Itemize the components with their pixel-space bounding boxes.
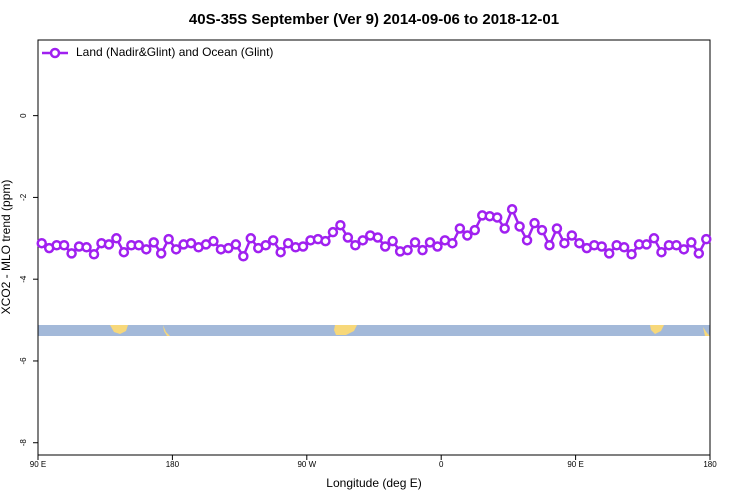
y-tick-label: -6 [19,357,28,365]
y-tick-label: -4 [19,275,28,283]
data-point [335,219,346,231]
land-ocean-strip [38,325,710,336]
data-point [701,233,712,245]
x-axis-label: Longitude (deg E) [326,476,421,490]
y-axis-label: XCO2 - MLO trend (ppm) [0,180,13,315]
data-point [686,237,697,248]
data-point [163,233,174,245]
data-point [208,235,219,247]
data-point [536,224,548,236]
data-point [133,240,145,251]
data-point [103,239,115,250]
data-point [88,248,100,260]
data-point [118,246,130,258]
chart-title: 40S-35S September (Ver 9) 2014-09-06 to … [189,11,559,28]
y-tick-label: -8 [19,439,28,447]
data-point [603,248,615,259]
data-point [387,235,398,247]
data-point [551,223,563,234]
data-point [521,235,533,246]
plot-frame [37,39,711,456]
data-point [155,248,167,259]
data-point [648,233,660,244]
data-point [245,233,257,244]
data-point [342,232,354,243]
data-point [372,232,383,243]
data-point [409,237,421,248]
data-point [417,244,428,256]
data-point [402,244,413,256]
data-point [357,235,369,246]
data-point [529,217,540,229]
x-tick-label: 180 [703,460,717,469]
data-point [432,241,443,252]
data-point [559,237,570,249]
data-point [514,221,525,232]
data-point [275,246,286,258]
data-point [141,244,152,255]
x-tick-label: 90 W [297,460,316,469]
data-point [618,242,630,253]
data-point [58,240,70,251]
data-point [327,226,339,238]
data-point [626,248,637,260]
data-point [320,235,331,247]
data-point [185,237,197,249]
x-tick-label: 0 [439,460,444,469]
data-point [678,244,690,255]
y-tick-label: 0 [19,113,28,118]
data-point [671,240,682,251]
data-point [544,240,555,251]
data-point [238,251,249,262]
data-point [596,241,607,252]
data-point [36,237,47,249]
data-point [170,244,182,255]
data-point [574,237,585,249]
data-point [641,239,652,250]
data-point [282,237,294,249]
data-point [66,248,77,259]
legend-marker [49,47,61,59]
data-point [111,233,122,244]
data-point [656,246,667,258]
data-point [499,223,510,234]
x-tick-label: 90 E [567,460,583,469]
data-point [424,237,436,248]
data-point [462,230,473,241]
y-tick-label: -2 [19,193,28,201]
data-point [469,224,481,236]
data-point [350,240,361,251]
data-point [81,242,92,253]
data-point [447,237,458,249]
data-point [297,241,309,252]
data-point [506,204,518,215]
x-tick-label: 90 E [30,460,46,469]
data-point [454,223,466,234]
x-tick-label: 180 [166,460,180,469]
data-point [693,248,705,259]
data-point [379,241,391,252]
data-point [566,230,578,241]
data-point [148,237,159,248]
data-point [491,212,503,223]
legend-label: Land (Nadir&Glint) and Ocean (Glint) [76,45,273,59]
data-point [267,235,279,246]
data-point [230,239,242,250]
data-point [260,240,271,251]
